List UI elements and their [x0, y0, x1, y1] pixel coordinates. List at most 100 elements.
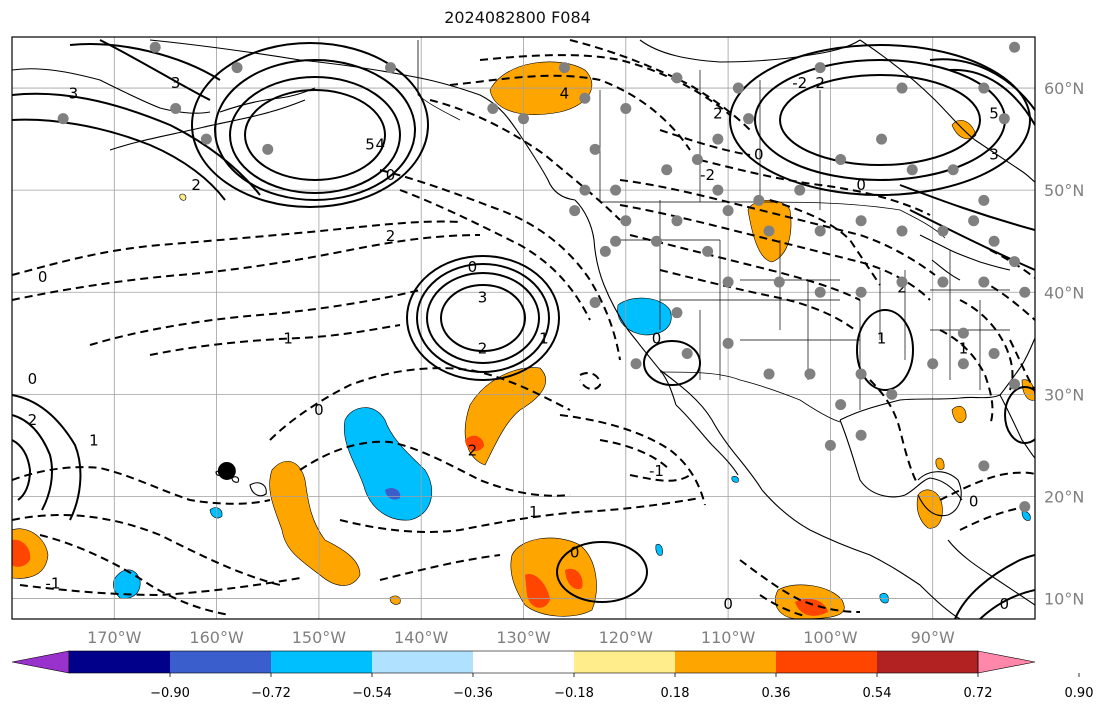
- station-dot: [978, 82, 990, 94]
- station-dot: [620, 215, 632, 227]
- station-dot: [385, 62, 397, 74]
- contour-label: 0: [754, 146, 764, 164]
- colorbar: [11, 650, 1036, 674]
- colorbar-extend-low: [11, 650, 70, 674]
- station-dot: [1009, 41, 1021, 53]
- fill-positive: [935, 457, 945, 470]
- coastline-baja-w: [675, 404, 739, 476]
- station-dot: [743, 113, 755, 125]
- station-dot: [722, 337, 734, 349]
- contour-label: 0: [38, 268, 48, 286]
- lon-tick-label: 120°W: [599, 628, 654, 647]
- colorbar-tick-label: −0.72: [251, 686, 291, 701]
- colorbar-segment: [69, 651, 171, 673]
- border-us-mexico: [659, 371, 841, 423]
- fill-positive: [464, 367, 546, 466]
- station-dot: [927, 358, 939, 370]
- fill-positive: [269, 461, 361, 586]
- contour-label: 0: [1000, 595, 1010, 613]
- station-dot: [1009, 256, 1021, 268]
- coastline-alaska: [12, 68, 211, 114]
- coastline-gulfcoast: [839, 394, 1001, 421]
- coastline-florida: [999, 394, 1035, 459]
- station-dot: [681, 348, 693, 360]
- lon-tick-label: 110°W: [701, 628, 756, 647]
- contour-label: 1: [877, 329, 887, 347]
- contour-label: 1: [529, 503, 539, 521]
- contour-label: -1: [45, 574, 60, 592]
- station-dot: [589, 143, 601, 155]
- station-dot: [1060, 42, 1071, 53]
- contour-label: 3: [171, 74, 181, 92]
- colorbar-segment: [473, 651, 575, 673]
- contour-label: 4: [560, 84, 570, 102]
- station-dot: [712, 184, 724, 196]
- coastline-hudson: [859, 39, 1035, 183]
- latitude-tick-labels: 10°N 20°N 30°N 40°N 50°N 60°N: [1044, 79, 1084, 609]
- contour-label: 4: [376, 135, 386, 153]
- station-dot: [630, 358, 642, 370]
- station-dot: [978, 194, 990, 206]
- station-dot: [988, 348, 1000, 360]
- station-dot: [794, 184, 806, 196]
- contour-label: 3: [989, 146, 999, 164]
- fill-positive: [916, 489, 943, 529]
- coastline-alaska: [149, 39, 576, 201]
- station-dot: [855, 368, 867, 380]
- colorbar-tick-label: 0.54: [863, 686, 892, 701]
- contour-label: 0: [28, 370, 38, 388]
- station-dot: [937, 225, 949, 237]
- contour-label: -1: [649, 462, 664, 480]
- station-dot: [763, 368, 775, 380]
- station-dot: [671, 307, 683, 319]
- station-dot: [937, 276, 949, 288]
- fill-negative: [343, 407, 433, 521]
- coastline-hawaii: [231, 476, 240, 483]
- station-dot: [149, 41, 161, 53]
- station-dot: [487, 102, 499, 114]
- fill-negative: [1021, 511, 1031, 521]
- station-dot: [978, 460, 990, 472]
- station-dot: [855, 429, 867, 441]
- fill-negative: [879, 592, 889, 604]
- station-dot: [1009, 378, 1021, 390]
- station-dot: [896, 82, 908, 94]
- contour-label: 1: [539, 329, 549, 347]
- coastline-canada-n: [639, 39, 861, 63]
- contour-label: 1: [283, 329, 293, 347]
- coastline-greatlakes: [931, 259, 961, 281]
- station-dot: [722, 205, 734, 217]
- lat-tick-label: 60°N: [1044, 79, 1084, 98]
- fill-strong-positive: [795, 598, 828, 616]
- lat-tick-label: 40°N: [1044, 283, 1084, 302]
- colorbar-tick-labels: −0.90 −0.72 −0.54 −0.36 −0.18 0.18 0.36 0.54 0.7…: [150, 673, 1093, 701]
- station-dot: [610, 235, 622, 247]
- station-dot: [835, 154, 847, 166]
- lat-tick-label: 30°N: [1044, 385, 1084, 404]
- colorbar-segment: [776, 651, 878, 673]
- contour-label: 2: [191, 176, 201, 194]
- contour-label: -2: [700, 166, 715, 184]
- station-dot: [620, 102, 632, 114]
- contour-label: -2: [792, 74, 807, 92]
- contour-label: 0: [652, 329, 662, 347]
- station-dot: [804, 368, 816, 380]
- station-dot: [814, 225, 826, 237]
- station-dot: [579, 184, 591, 196]
- fill-positive: [1021, 379, 1035, 401]
- station-dot: [876, 133, 888, 145]
- station-dot: [671, 215, 683, 227]
- fill-negative: [731, 476, 739, 483]
- station-dot: [814, 62, 826, 74]
- contour-label: 0: [856, 176, 866, 194]
- coastline-yucatan: [917, 471, 962, 517]
- station-dot: [170, 102, 182, 114]
- border-alaska-canada: [417, 40, 461, 121]
- station-dot: [57, 113, 69, 125]
- lat-tick-label: 20°N: [1044, 487, 1084, 506]
- coastlines-layer: [12, 39, 1035, 619]
- colorbar-tick-label: 0.36: [762, 686, 791, 701]
- colorbar-segment: [574, 651, 676, 673]
- station-dot: [855, 215, 867, 227]
